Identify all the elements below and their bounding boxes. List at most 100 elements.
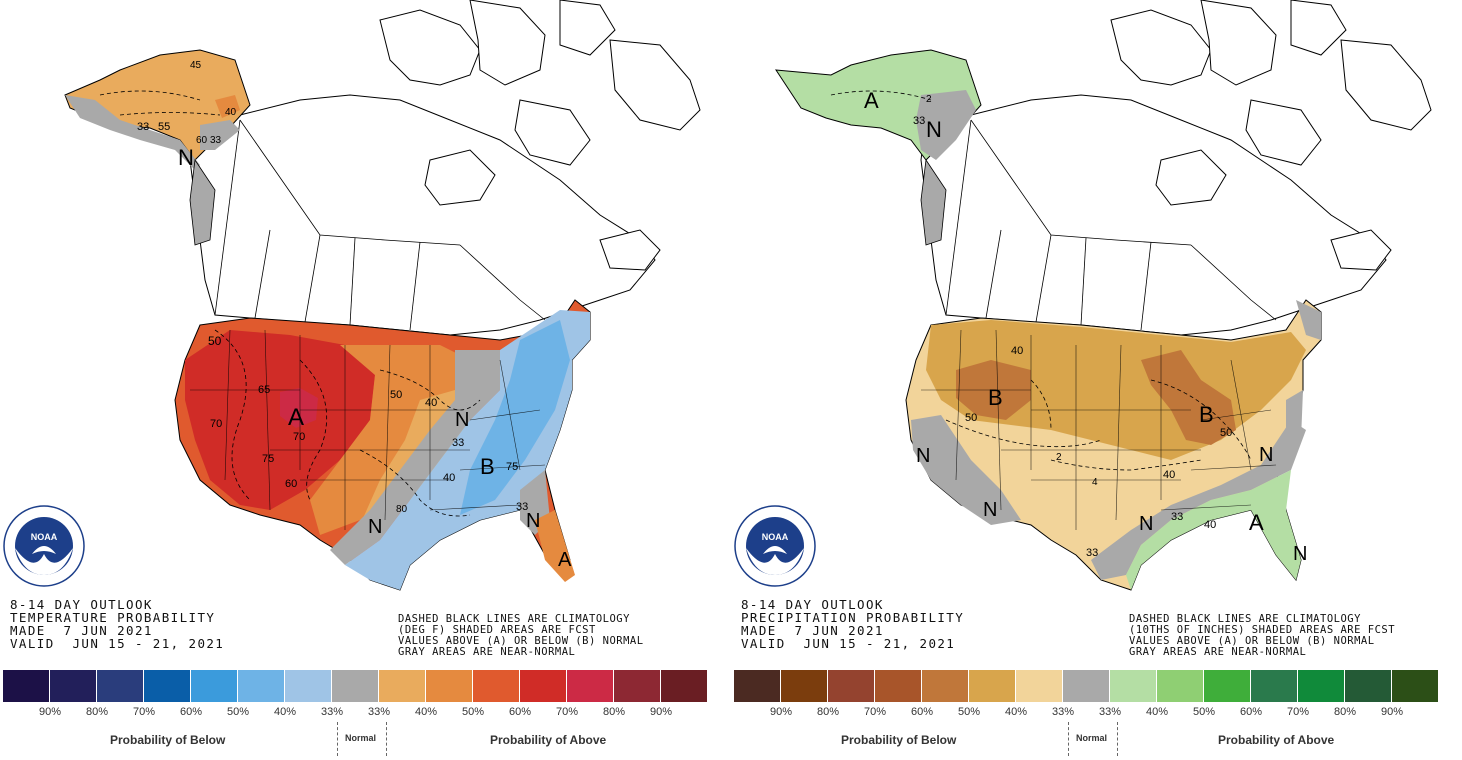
contour-label: 60 (285, 478, 297, 490)
noaa-logo-text: NOAA (31, 532, 58, 542)
colorbar-tick-label: 80% (602, 706, 626, 718)
note-line: DASHED BLACK LINES ARE CLIMATOLOGY (398, 613, 630, 625)
contour-label: 4 (1092, 477, 1098, 488)
conus-region (905, 299, 1322, 591)
contour-label: 65 (258, 384, 270, 396)
colorbar-tick-label: 60% (179, 706, 203, 718)
below-normal-label: B (988, 385, 1003, 410)
colorbar-swatch (614, 670, 661, 702)
colorbar-tick-label: 33% (367, 706, 391, 718)
precipitation-colorbar-ticks: 90% 80% 70% 60% 50% 40% 33% 33% 40% 50% 60% 70% 80% 9… (734, 706, 1454, 720)
alaska-contour-label: 33 (137, 121, 149, 133)
note-line: VALUES ABOVE (A) OR BELOW (B) NORMAL (398, 635, 644, 647)
near-normal-label: N (916, 445, 930, 467)
above-normal-label: A (558, 549, 572, 571)
colorbar-swatch (97, 670, 144, 702)
colorbar-swatch (661, 670, 708, 702)
colorbar-tick-label: 80% (85, 706, 109, 718)
alaska-contour-label: 33 (913, 115, 925, 127)
temperature-outlook-map: 45 40 33 55 60 33 N 50 65 70 75 60 50 40… (3, 0, 701, 591)
outlook-title-line: 8-14 DAY OUTLOOK (741, 597, 884, 612)
colorbar-swatch (1204, 670, 1251, 702)
colorbar-tick-label: 40% (1004, 706, 1028, 718)
contour-label: 50 (390, 389, 402, 401)
colorbar-tick-label: 40% (273, 706, 297, 718)
colorbar-tick-label: 33% (1098, 706, 1122, 718)
colorbar-swatch (1016, 670, 1063, 702)
precipitation-colorbar (734, 670, 1439, 702)
temperature-outlook-panel: 45 40 33 55 60 33 N 50 65 70 75 60 50 40… (3, 0, 723, 756)
near-normal-label: N (1259, 444, 1273, 466)
contour-label: 50 (208, 334, 222, 348)
colorbar-swatch (1157, 670, 1204, 702)
climatology-lines (99, 90, 481, 517)
temperature-colorbar (3, 670, 708, 702)
colorbar-tick-label: 33% (320, 706, 344, 718)
note-line: (DEG F) SHADED AREAS ARE FCST (398, 624, 596, 636)
colorbar-tick-label: 50% (1192, 706, 1216, 718)
contour-label: 2 (1056, 452, 1062, 463)
conus-region (174, 299, 591, 591)
contour-label: 50 (965, 412, 977, 424)
note-line: DASHED BLACK LINES ARE CLIMATOLOGY (1129, 613, 1361, 625)
colorbar-swatch (734, 670, 781, 702)
precipitation-outlook-title: 8-14 DAY OUTLOOK PRECIPITATION PROBABILI… (741, 598, 964, 650)
alaska-contour-label: 40 (225, 107, 237, 118)
colorbar-tick-label: 90% (38, 706, 62, 718)
contour-label: 75 (506, 461, 518, 473)
contour-label: 33 (516, 501, 528, 513)
probability-above-label: Probability of Above (490, 733, 607, 747)
precipitation-outlook-panel: A 2 33 N 40 50 2 B B 50 40 33 40 33 4 N … (731, 0, 1462, 760)
colorbar-swatch (828, 670, 875, 702)
contour-label: 70 (293, 431, 305, 443)
noaa-logo: NOAA (3, 505, 85, 587)
temperature-outlook-title: 8-14 DAY OUTLOOK TEMPERATURE PROBABILITY… (10, 598, 224, 650)
colorbar-swatch (922, 670, 969, 702)
normal-divider-left (337, 722, 338, 756)
outlook-title-line: PRECIPITATION PROBABILITY (741, 610, 965, 625)
colorbar-tick-label: 90% (649, 706, 673, 718)
colorbar-tick-label: 60% (1239, 706, 1263, 718)
colorbar-tick-label: 40% (414, 706, 438, 718)
colorbar-swatch (144, 670, 191, 702)
near-normal-label: N (1139, 513, 1153, 535)
note-line: (10THS OF INCHES) SHADED AREAS ARE FCST (1129, 624, 1396, 636)
outlook-title-line: 8-14 DAY OUTLOOK (10, 597, 153, 612)
colorbar-swatch (1298, 670, 1345, 702)
contour-label: 70 (210, 418, 222, 430)
colorbar-tick-label: 70% (132, 706, 156, 718)
colorbar-tick-label: 70% (1286, 706, 1310, 718)
near-normal-label: N (526, 510, 540, 532)
above-normal-label: A (864, 88, 879, 113)
temperature-colorbar-ticks: 90% 80% 70% 60% 50% 40% 33% 33% 40% 50% 60% 70% 80% 9… (3, 706, 723, 720)
alaska-contour-label: 2 (926, 94, 932, 105)
outlook-made-date: MADE 7 JUN 2021 (10, 623, 153, 638)
colorbar-tick-label: 50% (226, 706, 250, 718)
normal-label: Normal (1076, 733, 1108, 743)
near-normal-label: N (926, 117, 942, 142)
contour-label: 40 (425, 397, 437, 409)
colorbar-tick-label: 50% (957, 706, 981, 718)
colorbar-tick-label: 90% (769, 706, 793, 718)
colorbar-swatch (781, 670, 828, 702)
colorbar-tick-label: 70% (555, 706, 579, 718)
note-line: VALUES ABOVE (A) OR BELOW (B) NORMAL (1129, 635, 1375, 647)
colorbar-tick-label: 60% (910, 706, 934, 718)
state-boundaries (921, 329, 1277, 530)
normal-divider-right (386, 722, 387, 756)
colorbar-swatch (473, 670, 520, 702)
canada-outline (189, 0, 701, 336)
colorbar-swatch (1251, 670, 1298, 702)
contour-label: 33 (1171, 511, 1183, 523)
colorbar-tick-label: 70% (863, 706, 887, 718)
alaska-region (775, 49, 982, 246)
normal-label: Normal (345, 733, 377, 743)
colorbar-swatch (379, 670, 426, 702)
colorbar-swatch (3, 670, 50, 702)
outlook-title-line: TEMPERATURE PROBABILITY (10, 610, 216, 625)
outlook-valid-dates: VALID JUN 15 - 21, 2021 (10, 636, 225, 651)
near-normal-label: N (983, 499, 997, 521)
colorbar-swatch (332, 670, 379, 702)
outlook-made-date: MADE 7 JUN 2021 (741, 623, 884, 638)
contour-label: 40 (1163, 469, 1175, 481)
